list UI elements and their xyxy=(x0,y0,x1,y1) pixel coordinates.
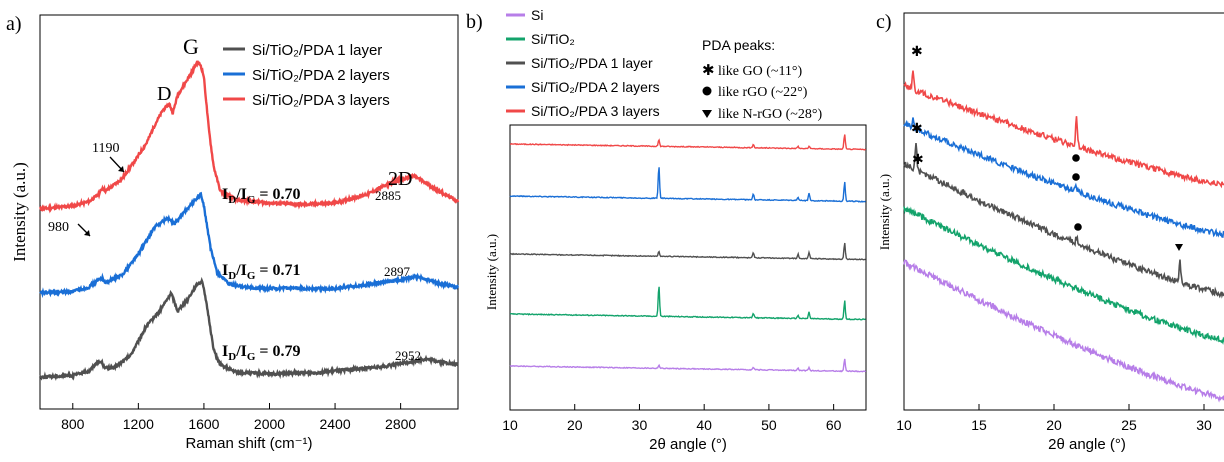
star-marker-3layers: ✱ xyxy=(911,43,923,59)
panel-a-label: a) xyxy=(6,13,22,35)
series-line-b-1 xyxy=(509,167,866,203)
legend-b-label-si: Si xyxy=(531,7,543,23)
panel-b-label: b) xyxy=(466,11,483,33)
legend-b-label-2layers: Si/TiO₂/PDA 2 layers xyxy=(531,79,660,95)
x-tick-label: 1200 xyxy=(123,416,154,432)
series-line-c-1 xyxy=(903,117,1224,238)
circle-marker-2layers xyxy=(1072,173,1080,181)
x-tick-label: 10 xyxy=(896,417,912,433)
circle-marker-1layer xyxy=(1074,223,1082,231)
peak-position-2layers: 2897 xyxy=(384,264,411,279)
x-tick-label: 20 xyxy=(1046,417,1062,433)
x-tick-label: 2400 xyxy=(319,416,350,432)
panel-b-x-ticks: 10 20 30 40 50 60 xyxy=(502,404,842,433)
panel-c-x-axis-label: 2θ angle (°) xyxy=(1048,436,1126,453)
panel-b: b) 10 20 30 40 50 60 2θ angle (°) Intensity (… xyxy=(466,7,867,453)
star-marker-2layers: ✱ xyxy=(911,120,923,136)
series-line-c-0 xyxy=(903,70,1224,189)
panel-c-y-axis-label: Intensity (a.u.) xyxy=(877,174,892,250)
ratio-label-1layer: ID/IG = 0.79 xyxy=(222,343,301,363)
pda-legend-go: like GO (~11°) xyxy=(718,64,803,79)
panel-b-series xyxy=(509,134,867,373)
pda-legend-rgo: like rGO (~22°) xyxy=(718,85,808,100)
series-line-c-4 xyxy=(903,259,1224,403)
x-tick-label: 2800 xyxy=(385,416,416,432)
x-tick-label: 2000 xyxy=(254,416,285,432)
legend-a-label-2layers: Si/TiO₂/PDA 2 layers xyxy=(252,67,390,84)
x-tick-label: 1600 xyxy=(188,416,219,432)
panel-c-label: c) xyxy=(876,11,892,33)
panel-a-x-ticks: 800 1200 1600 2000 2400 2800 xyxy=(61,403,416,432)
peak-position-3layers: 2885 xyxy=(375,188,401,203)
x-tick-label: 60 xyxy=(826,417,842,433)
legend-b-label-1layer: Si/TiO₂/PDA 1 layer xyxy=(531,55,653,71)
panel-a-frame xyxy=(39,14,459,410)
panel-c-series xyxy=(903,70,1224,403)
legend-b-label-3layers: Si/TiO₂/PDA 3 layers xyxy=(531,103,660,119)
x-tick-label: 40 xyxy=(696,417,712,433)
legend-b-label-sitio2: Si/TiO₂ xyxy=(531,31,575,47)
triangle-down-icon xyxy=(702,110,712,118)
pda-legend-nrgo: like N-rGO (~28°) xyxy=(718,107,822,122)
series-line-b-4 xyxy=(509,358,867,373)
x-tick-label: 20 xyxy=(567,417,583,433)
panel-c: c) 10 15 20 25 30 2θ angle (°) Intensity (a.… xyxy=(876,11,1224,453)
x-tick-label: 25 xyxy=(1121,417,1137,433)
peak-label-G: G xyxy=(183,34,199,59)
peak-label-D: D xyxy=(157,83,171,105)
triangle-marker-1layer xyxy=(1175,244,1183,251)
x-tick-label: 30 xyxy=(632,417,648,433)
arrowhead-980 xyxy=(84,230,90,236)
x-tick-label: 15 xyxy=(971,417,987,433)
panel-a-x-axis-label: Raman shift (cm⁻¹) xyxy=(185,435,312,452)
panel-b-y-axis-label: Intensity (a.u.) xyxy=(484,234,499,310)
x-tick-label: 50 xyxy=(761,417,777,433)
peak-label-980: 980 xyxy=(48,220,69,235)
peak-label-2D: 2D xyxy=(388,168,412,190)
series-line-a-2 xyxy=(38,276,459,382)
legend-a-label-3layers: Si/TiO₂/PDA 3 layers xyxy=(252,92,390,109)
panel-b-x-axis-label: 2θ angle (°) xyxy=(649,436,727,453)
ratio-label-3layers: ID/IG = 0.70 xyxy=(222,186,301,206)
panel-c-x-ticks: 10 15 20 25 30 xyxy=(896,404,1212,433)
legend-a-label-1layer: Si/TiO₂/PDA 1 layer xyxy=(252,42,382,59)
x-tick-label: 800 xyxy=(61,416,85,432)
series-line-a-0 xyxy=(39,60,460,214)
panel-a: a) 800 1200 1600 2000 2400 2800 Raman shift (… xyxy=(6,13,460,452)
series-line-b-0 xyxy=(509,134,867,151)
circle-icon xyxy=(702,86,712,96)
panel-a-legend: Si/TiO₂/PDA 1 layer Si/TiO₂/PDA 2 layers… xyxy=(223,42,390,109)
panel-b-frame xyxy=(509,124,867,411)
panel-c-frame xyxy=(903,12,1224,411)
series-line-a-1 xyxy=(39,191,460,299)
pda-legend-title: PDA peaks: xyxy=(702,37,775,53)
ratio-label-2layers: ID/IG = 0.71 xyxy=(222,262,301,282)
pda-peaks-legend: PDA peaks: ✱ like GO (~11°) like rGO (~2… xyxy=(702,37,822,122)
arrowhead-1190 xyxy=(118,166,124,172)
peak-label-1190: 1190 xyxy=(92,141,119,156)
panel-a-series xyxy=(38,60,460,382)
star-marker-1layer: ✱ xyxy=(912,151,924,167)
peak-position-1layer: 2952 xyxy=(395,348,421,363)
series-line-c-3 xyxy=(903,206,1224,345)
series-line-c-2 xyxy=(903,143,1224,299)
panel-a-y-axis-label: Intensity (a.u.) xyxy=(10,162,29,262)
star-icon: ✱ xyxy=(702,62,715,79)
panel-b-legend: Si Si/TiO₂ Si/TiO₂/PDA 1 layer Si/TiO₂/P… xyxy=(506,7,660,119)
series-line-b-3 xyxy=(509,286,866,321)
circle-marker-3layers xyxy=(1072,154,1080,162)
x-tick-label: 10 xyxy=(502,417,518,433)
series-line-b-2 xyxy=(509,242,866,261)
x-tick-label: 30 xyxy=(1196,417,1212,433)
